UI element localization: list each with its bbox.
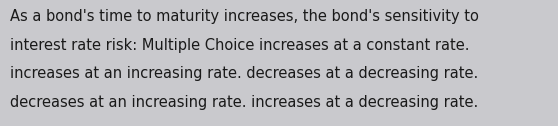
Text: interest rate risk: Multiple Choice increases at a constant rate.: interest rate risk: Multiple Choice incr… — [10, 38, 469, 53]
Text: As a bond's time to maturity increases, the bond's sensitivity to: As a bond's time to maturity increases, … — [10, 9, 479, 24]
Text: decreases at an increasing rate. increases at a decreasing rate.: decreases at an increasing rate. increas… — [10, 95, 478, 110]
Text: increases at an increasing rate. decreases at a decreasing rate.: increases at an increasing rate. decreas… — [10, 66, 478, 81]
